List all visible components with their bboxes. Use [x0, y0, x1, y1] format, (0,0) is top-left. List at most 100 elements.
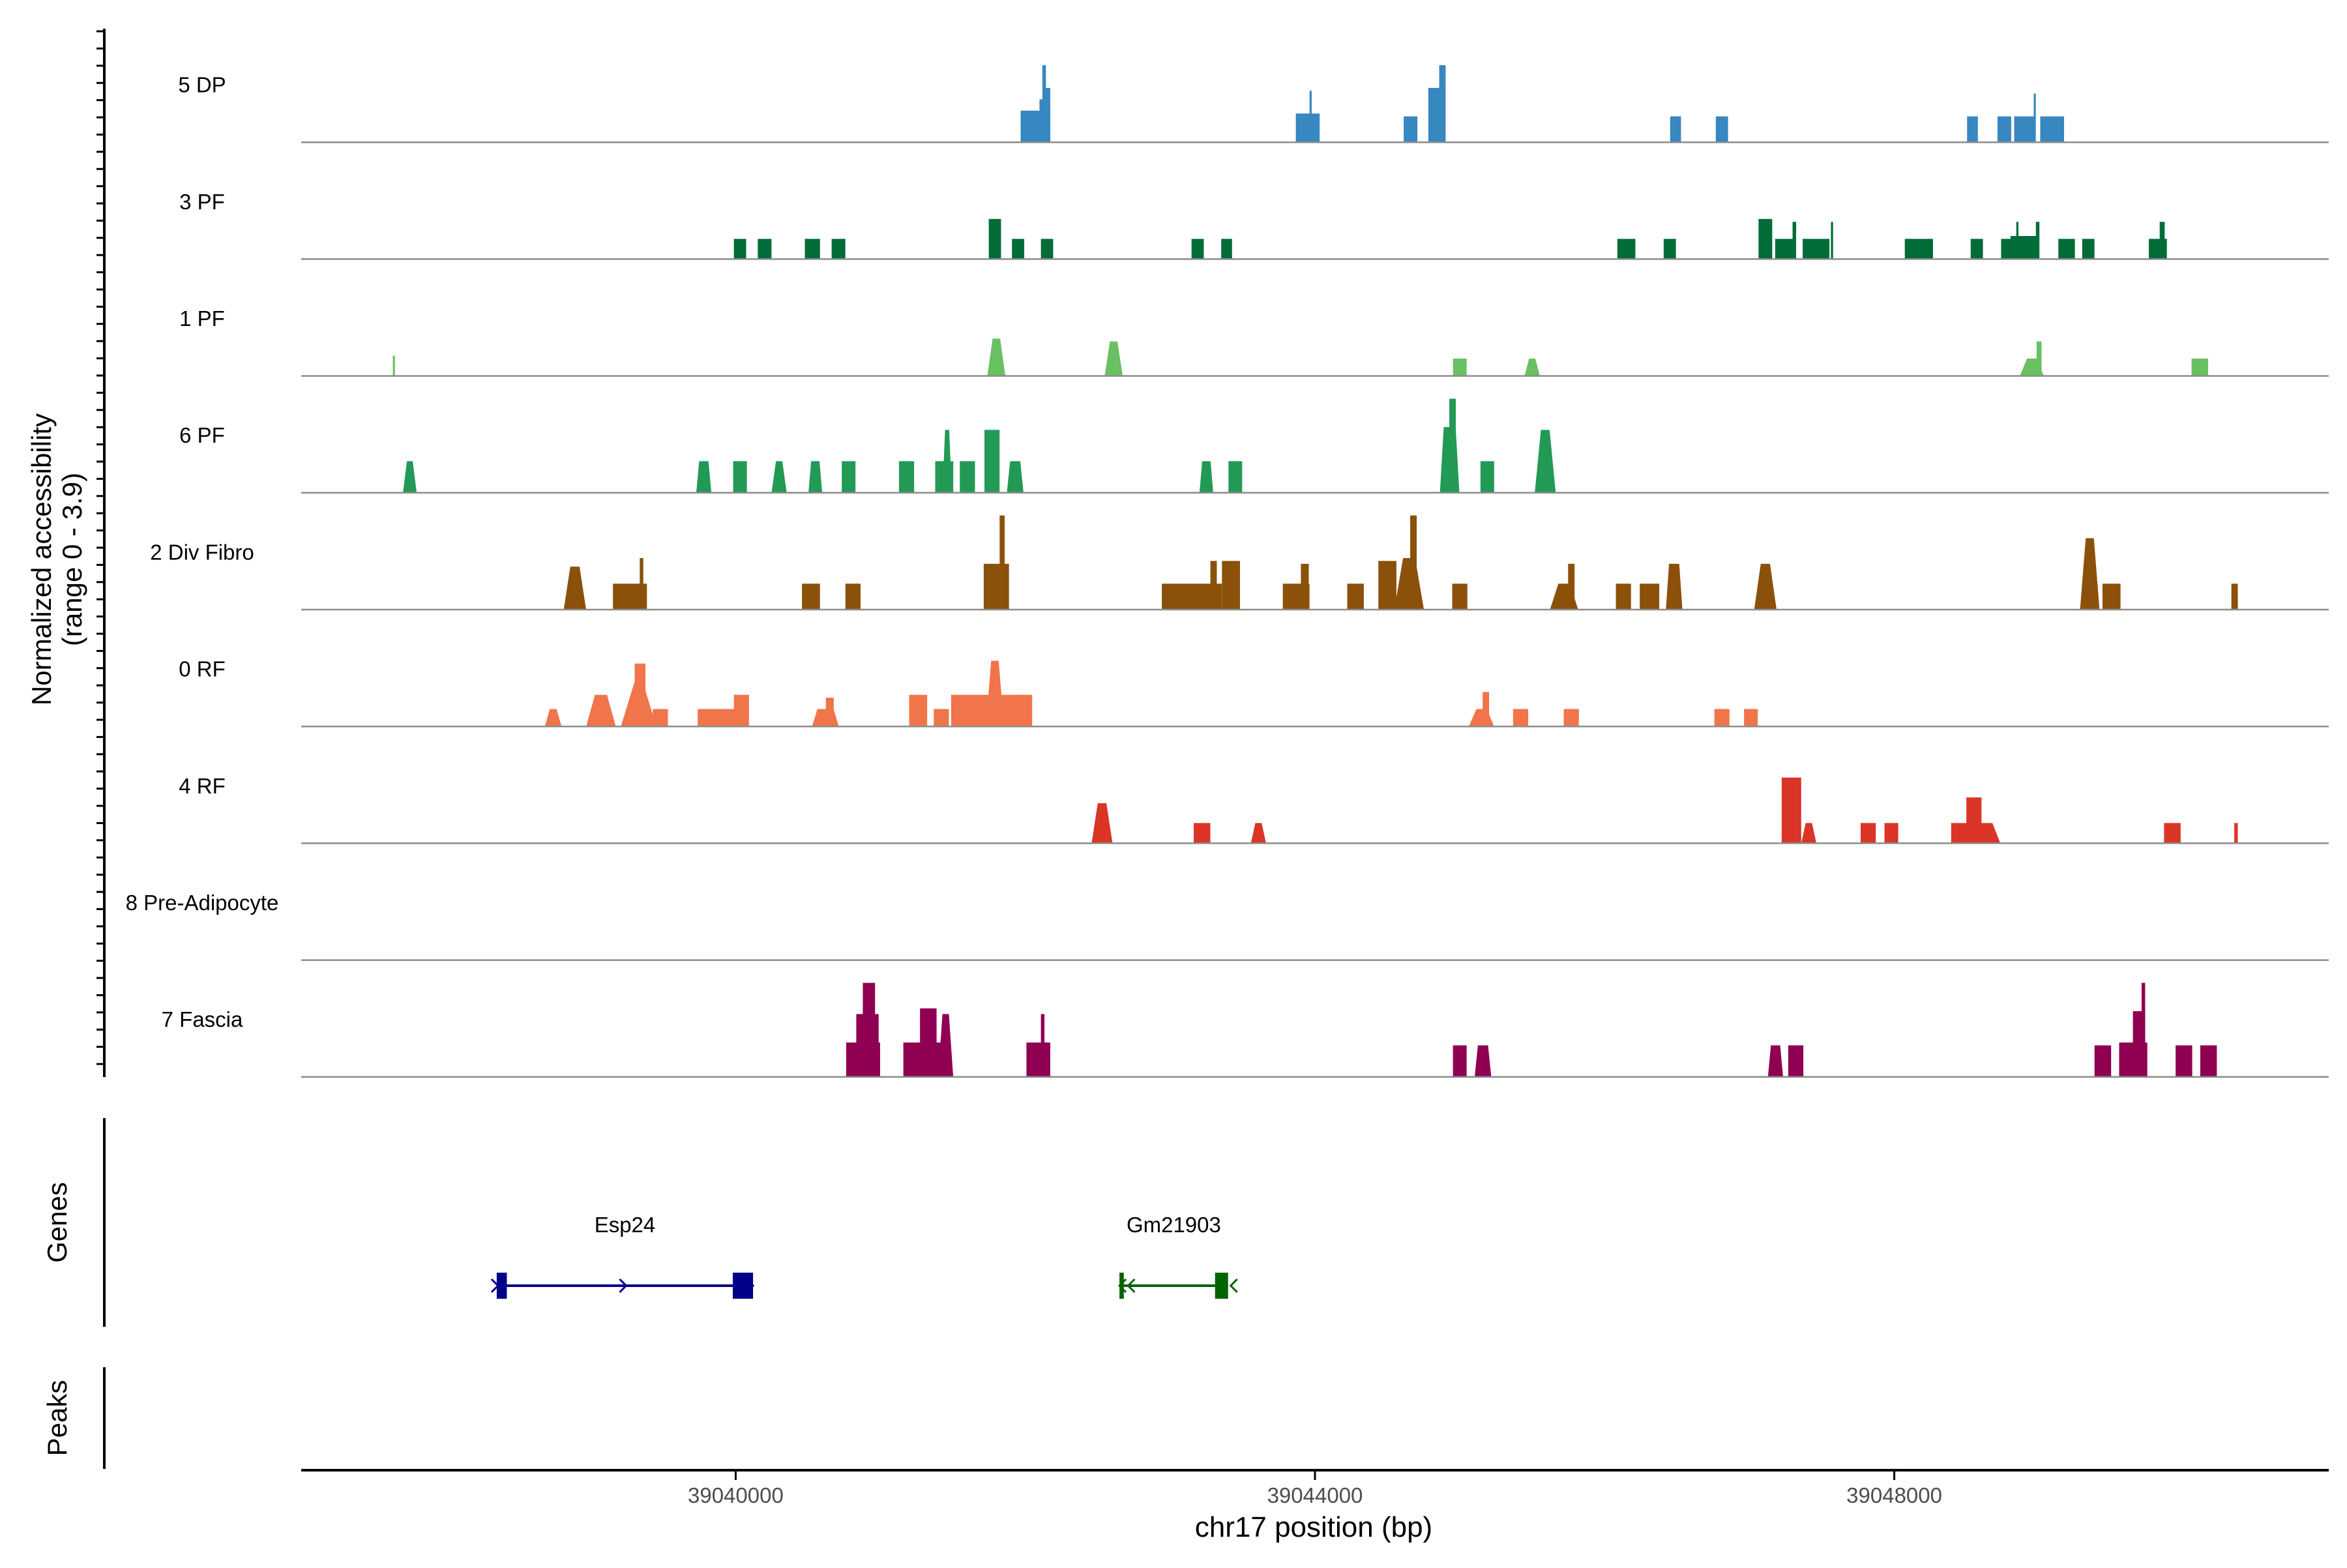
peak	[863, 983, 876, 1078]
peak	[909, 694, 928, 727]
track-label: 4 RF	[179, 774, 226, 798]
peak	[983, 563, 1009, 610]
peak	[825, 698, 834, 727]
gene-label: Gm21903	[1127, 1213, 1221, 1237]
peak	[1301, 563, 1309, 610]
strand-arrow	[1117, 1278, 1127, 1294]
peak	[403, 461, 417, 494]
peak	[1091, 803, 1113, 844]
peak	[1860, 823, 1876, 844]
peak	[1513, 709, 1529, 727]
peak	[1221, 239, 1232, 259]
peak	[1997, 116, 2011, 143]
left-axes	[96, 29, 106, 1469]
peaks-axis-label: Peaks	[42, 1380, 72, 1457]
peak	[1480, 461, 1494, 494]
peak	[1041, 239, 1054, 259]
peak	[1904, 239, 1933, 259]
peak	[1378, 561, 1396, 610]
peak	[1449, 398, 1456, 494]
x-axis-label: chr17 position (bp)	[1195, 1511, 1432, 1543]
peak	[640, 558, 643, 610]
peak	[1394, 558, 1424, 610]
peak	[1754, 563, 1777, 610]
peak	[1295, 113, 1320, 143]
peak	[1250, 823, 1267, 844]
track-label: 5 DP	[178, 73, 226, 97]
peak	[842, 461, 856, 494]
peak	[1453, 358, 1467, 377]
peak	[1410, 515, 1417, 610]
track-label: 7 Fascia	[162, 1007, 243, 1031]
coverage-tracks: 5 DP 3 PF 1 PF 6 PF 2 Div Fibro 0 RF 4 RF 8 Pre…	[126, 65, 2329, 1078]
peak	[988, 218, 1001, 259]
peak	[845, 584, 861, 610]
peak	[696, 461, 712, 494]
peak	[1012, 239, 1024, 259]
peak	[563, 567, 587, 610]
x-tick-label: 39044000	[1267, 1483, 1363, 1507]
peak	[653, 709, 668, 727]
peak	[1007, 461, 1024, 494]
peak	[1194, 823, 1211, 844]
peak	[1228, 461, 1243, 494]
peak	[1020, 110, 1050, 143]
peak	[2141, 983, 2146, 1078]
peak	[585, 694, 616, 727]
peak	[984, 430, 1000, 494]
peak	[544, 709, 562, 727]
peak	[2040, 116, 2064, 143]
peak	[2102, 584, 2121, 610]
x-tick-label: 39040000	[688, 1483, 784, 1507]
peak	[987, 338, 1006, 377]
peak	[1788, 1045, 1804, 1078]
track-label: 2 Div Fibro	[150, 540, 254, 564]
peak	[1792, 222, 1797, 259]
peak	[733, 461, 747, 494]
y-axis-label-line2: (range 0 - 3.9)	[57, 473, 87, 646]
peak	[2200, 1045, 2217, 1078]
peak	[1666, 563, 1683, 610]
peak	[2010, 236, 2039, 259]
y-axis-label-line1: Normalized accessibility	[26, 413, 57, 705]
peak	[1767, 1045, 1784, 1078]
peak	[733, 239, 746, 259]
peak	[2176, 1045, 2192, 1078]
peak	[1026, 1042, 1050, 1078]
peak	[1453, 1045, 1467, 1078]
peak	[1563, 709, 1579, 727]
peak	[920, 1008, 937, 1078]
peak	[1967, 116, 1978, 143]
peak	[2014, 116, 2035, 143]
strand-arrow	[619, 1278, 628, 1294]
peak	[986, 660, 1004, 727]
peak	[2080, 538, 2100, 610]
x-axis: 39040000 39044000 39048000	[301, 1469, 2329, 1507]
peak	[804, 239, 820, 259]
peak	[1347, 584, 1364, 610]
gene-exon	[496, 1273, 507, 1299]
track-3-pf: 3 PF	[179, 190, 2329, 260]
peak	[2231, 584, 2238, 610]
x-tick-label: 39048000	[1846, 1483, 1942, 1507]
peak	[392, 355, 395, 377]
peak	[1015, 694, 1033, 727]
gene-exon	[1119, 1273, 1124, 1299]
peak	[1640, 584, 1660, 610]
peak	[2164, 823, 2181, 844]
peak	[1535, 430, 1556, 494]
peak	[2159, 222, 2165, 259]
peak	[1210, 561, 1217, 610]
peak	[937, 1014, 954, 1078]
track-label: 1 PF	[179, 306, 225, 331]
peak	[1104, 341, 1123, 377]
strand-arrow	[746, 1278, 755, 1294]
peak	[1744, 709, 1758, 727]
peak	[1468, 709, 1495, 727]
track-8-pre-adipocyte: 8 Pre-Adipocyte	[126, 891, 2329, 961]
peak	[802, 584, 820, 610]
peak	[1758, 218, 1773, 259]
peak	[1191, 239, 1204, 259]
gene-exon	[732, 1273, 754, 1299]
track-2-div-fibro: 2 Div Fibro	[150, 515, 2329, 611]
